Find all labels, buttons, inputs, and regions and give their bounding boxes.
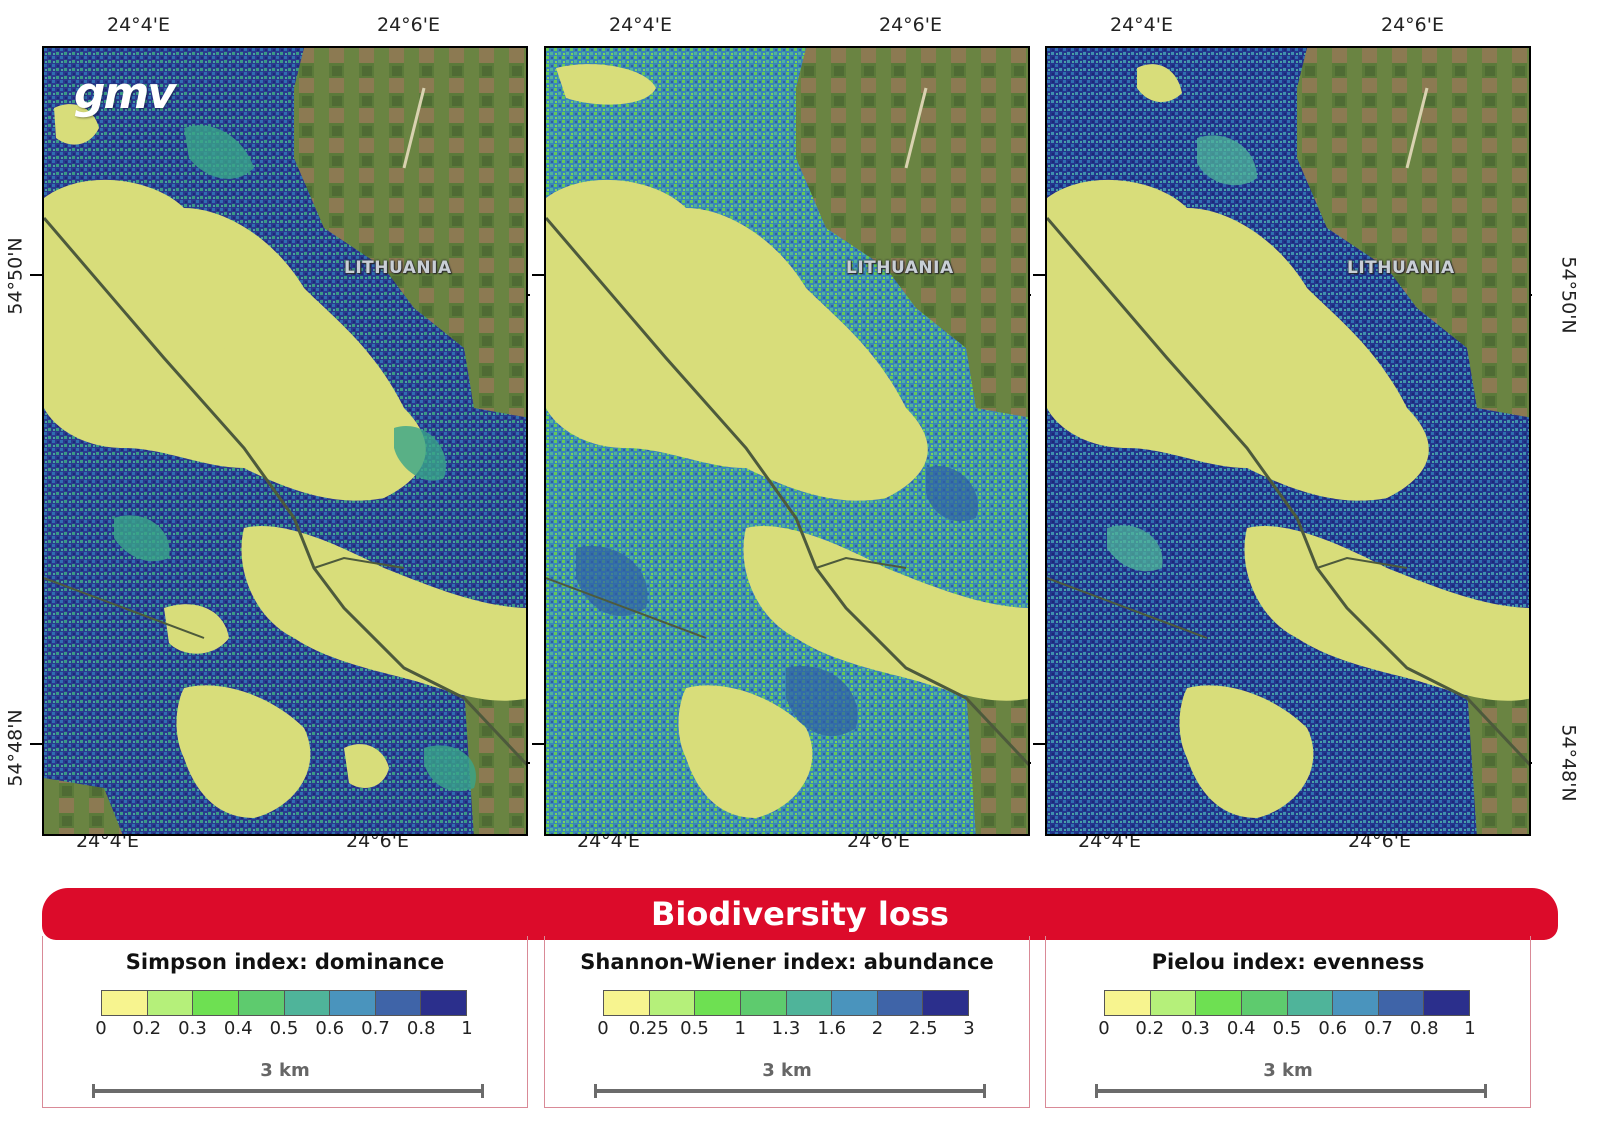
top-lon-label: 24°4'E	[1110, 14, 1173, 36]
colorbar-tick-label: 0.3	[1181, 1018, 1210, 1039]
colorbar	[603, 990, 969, 1016]
colorbar-swatch	[695, 991, 741, 1015]
colorbar-tick-label: 0	[95, 1018, 107, 1039]
simpson-raster	[44, 48, 526, 834]
colorbar-swatch	[1241, 991, 1288, 1015]
scale-bar	[92, 1084, 484, 1098]
legend-title: Simpson index: dominance	[125, 950, 445, 974]
scale-bar	[594, 1084, 986, 1098]
lat-tick	[1033, 743, 1045, 745]
colorbar-tick-label: 0.4	[1226, 1018, 1256, 1039]
colorbar-swatch	[604, 991, 650, 1015]
top-lon-label: 24°6'E	[377, 14, 440, 36]
colorbar-swatch	[832, 991, 878, 1015]
top-lon-label: 24°4'E	[609, 14, 672, 36]
left-lat-label: 54°50'N	[4, 237, 27, 315]
map-panel-simpson: gmv LITHUANIA	[42, 46, 528, 836]
legend-simpson: Simpson index: dominance 3 km 0 0.2 0.3 0.4…	[42, 936, 528, 1108]
right-lat-label: 54°50'N	[1557, 256, 1580, 334]
top-lon-label: 24°4'E	[107, 14, 170, 36]
colorbar-tick-label: 0.7	[361, 1018, 390, 1039]
colorbar-tick-label: 0	[597, 1018, 609, 1039]
scale-label: 3 km	[1263, 1060, 1313, 1081]
colorbar-swatch	[1378, 991, 1425, 1015]
colorbar-swatch	[649, 991, 696, 1015]
map-panel-shannon: LITHUANIA	[544, 46, 1030, 836]
colorbar-swatch	[238, 991, 285, 1015]
colorbar-tick-label: 0.2	[132, 1018, 162, 1039]
colorbar-swatch	[284, 991, 331, 1015]
colorbar-swatch	[1105, 991, 1151, 1015]
colorbar-tick-label: 1	[1464, 1018, 1476, 1039]
colorbar	[101, 990, 467, 1016]
colorbar-swatch	[786, 991, 833, 1015]
colorbar-swatch	[1333, 991, 1379, 1015]
country-label: LITHUANIA	[846, 258, 954, 278]
pielou-raster	[1047, 48, 1529, 834]
country-label: LITHUANIA	[344, 258, 452, 278]
colorbar-swatch	[1424, 991, 1469, 1015]
colorbar-tick-label: 0.5	[1272, 1018, 1302, 1039]
colorbar-tick-label: 0.4	[223, 1018, 253, 1039]
colorbar-tick-label: 1	[734, 1018, 746, 1039]
country-label: LITHUANIA	[1347, 258, 1455, 278]
colorbar-tick-label: 1.3	[771, 1018, 801, 1039]
colorbar-swatch	[877, 991, 924, 1015]
colorbar-swatch	[1287, 991, 1334, 1015]
scale-bar	[1095, 1084, 1487, 1098]
colorbar-tick-label: 0.3	[178, 1018, 207, 1039]
colorbar-tick-label: 0.8	[1409, 1018, 1439, 1039]
colorbar-tick-label: 0.5	[269, 1018, 299, 1039]
colorbar-tick-label: 0.2	[1135, 1018, 1165, 1039]
colorbar-swatch	[193, 991, 239, 1015]
lat-tick	[30, 274, 42, 276]
top-lon-label: 24°6'E	[1381, 14, 1444, 36]
legend-shannon: Shannon-Wiener index: abundance 3 km 0 0.…	[544, 936, 1030, 1108]
colorbar-tick-label: 0.6	[315, 1018, 345, 1039]
colorbar-tick-label: 1.6	[817, 1018, 847, 1039]
shannon-raster	[546, 48, 1028, 834]
left-lat-label: 54°48'N	[4, 709, 27, 787]
figure-title-banner: Biodiversity loss	[42, 888, 1558, 940]
colorbar-tick-label: 3	[963, 1018, 975, 1039]
colorbar-swatch	[330, 991, 376, 1015]
colorbar-tick-label: 2	[871, 1018, 884, 1039]
map-panel-pielou: LITHUANIA	[1045, 46, 1531, 836]
lat-tick	[532, 274, 544, 276]
lat-tick	[532, 743, 544, 745]
colorbar-swatch	[740, 991, 787, 1015]
colorbar-tick-label: 2.5	[908, 1018, 938, 1039]
legend-title: Shannon-Wiener index: abundance	[580, 950, 994, 974]
legend-pielou: Pielou index: evenness 3 km 0 0.2 0.3 0.4 0.…	[1045, 936, 1531, 1108]
colorbar-swatch	[1150, 991, 1197, 1015]
scale-label: 3 km	[762, 1060, 812, 1081]
scale-label: 3 km	[260, 1060, 310, 1081]
legend-title: Pielou index: evenness	[1151, 950, 1425, 974]
colorbar-tick-label: 0.7	[1364, 1018, 1393, 1039]
colorbar-swatch	[375, 991, 422, 1015]
right-lat-label: 54°48'N	[1557, 724, 1580, 802]
lat-tick	[30, 743, 42, 745]
colorbar-tick-label: 0.25	[628, 1018, 669, 1039]
colorbar-tick-label: 0.5	[680, 1018, 709, 1039]
colorbar-swatch	[1196, 991, 1242, 1015]
lat-tick	[1033, 274, 1045, 276]
colorbar-swatch	[421, 991, 466, 1015]
colorbar-tick-label: 0.6	[1318, 1018, 1348, 1039]
colorbar-swatch	[102, 991, 148, 1015]
colorbar-swatch	[923, 991, 968, 1015]
gmv-logo: gmv	[74, 68, 176, 119]
colorbar-tick-label: 0.8	[406, 1018, 436, 1039]
top-lon-label: 24°6'E	[879, 14, 942, 36]
colorbar-tick-label: 0	[1098, 1018, 1110, 1039]
colorbar-tick-label: 1	[461, 1018, 473, 1039]
colorbar-swatch	[147, 991, 194, 1015]
colorbar	[1104, 990, 1470, 1016]
